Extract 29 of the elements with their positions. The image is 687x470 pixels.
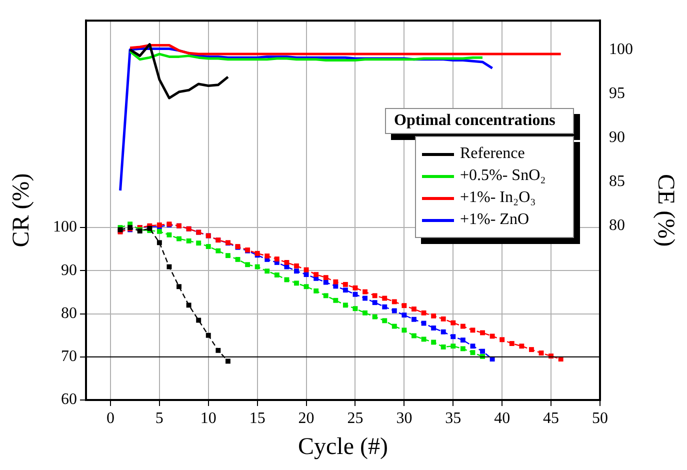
x-tick-label: 20	[298, 410, 314, 427]
y2-tick-label: 90	[609, 128, 625, 146]
x-tick-label: 5	[155, 410, 164, 427]
x-tick-label: 30	[396, 410, 412, 427]
legend-title: Optimal concentrations	[385, 108, 574, 134]
y2-tick-label: 85	[609, 172, 625, 190]
y-axis-title: CR (%)	[8, 173, 35, 248]
legend-label: +1%- ZnO	[460, 210, 530, 230]
x-tick-label: 50	[592, 410, 608, 427]
x-tick-label: 40	[494, 410, 510, 427]
x-tick-label: 35	[445, 410, 462, 427]
x-tick-label: 15	[249, 410, 266, 427]
y2-tick-label: 100	[609, 40, 633, 58]
x-tick-label: 0	[106, 410, 114, 427]
y-tick-label: 80	[61, 304, 77, 322]
y-tick-label: 60	[61, 391, 77, 408]
x-tick-label: 25	[347, 410, 364, 427]
legend-label: +0.5%- SnO₂	[460, 166, 546, 186]
y2-axis-title: CE (%)	[652, 174, 678, 247]
y2-tick-label: 95	[609, 84, 625, 102]
x-tick-label: 45	[543, 410, 560, 427]
x-tick-label: 10	[200, 410, 216, 427]
y-tick-label: 90	[61, 262, 77, 279]
x-axis-title: Cycle (#)	[298, 434, 388, 460]
y-tick-label: 100	[53, 218, 77, 236]
legend-label: +1%- In₂O₃	[460, 188, 536, 208]
y2-tick-label: 80	[609, 216, 625, 234]
legend-label: Reference	[460, 144, 525, 164]
y-tick-label: 70	[61, 348, 77, 366]
